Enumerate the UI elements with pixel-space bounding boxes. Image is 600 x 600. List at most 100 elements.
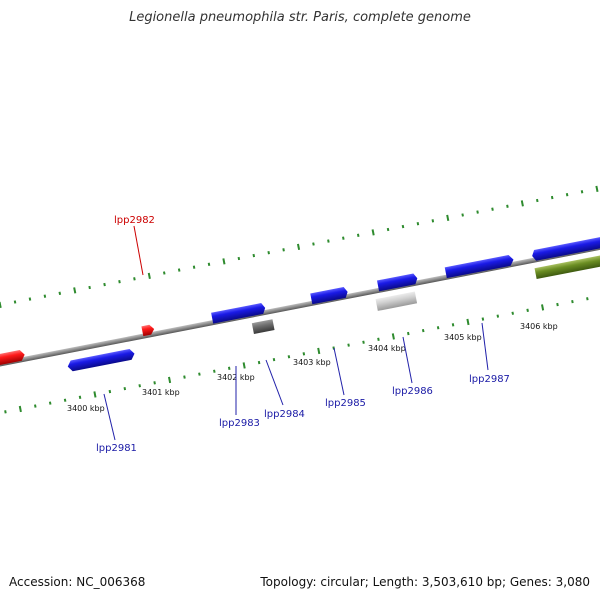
reverse-tick — [496, 314, 500, 318]
reverse-tick — [78, 395, 82, 400]
feature-gray-box[interactable] — [251, 319, 275, 334]
leader-lpp2985 — [333, 347, 345, 396]
forward-tick — [431, 219, 435, 223]
reverse-tick — [586, 297, 589, 301]
reverse-tick — [377, 337, 380, 341]
reverse-tick — [63, 398, 67, 402]
reverse-tick — [421, 328, 425, 333]
reverse-tick — [168, 376, 172, 384]
forward-tick — [43, 294, 47, 298]
reverse-tick — [511, 311, 515, 315]
forward-tick — [342, 236, 345, 240]
reverse-tick — [18, 405, 22, 413]
reverse-tick — [213, 369, 216, 373]
forward-tick — [162, 271, 166, 275]
leader-lpp2986 — [402, 336, 413, 384]
leader-lpp2982 — [133, 225, 144, 276]
reverse-tick — [362, 340, 365, 344]
reverse-tick — [198, 372, 201, 376]
forward-tick — [103, 282, 106, 287]
reverse-tick — [272, 357, 276, 362]
map-title: Legionella pneumophila str. Paris, compl… — [129, 10, 471, 25]
forward-tick — [13, 300, 17, 304]
leader-lpp2981 — [103, 393, 116, 441]
kbp-label-3405: 3405 kbp — [444, 333, 482, 342]
gene-name-labels: lpp2981 lpp2982 lpp2983 lpp2984 lpp2985 … — [96, 215, 510, 454]
gene-label-lpp2987[interactable]: lpp2987 — [469, 374, 510, 385]
accession-label: Accession: NC_006368 — [9, 575, 146, 589]
reverse-tick — [123, 386, 127, 391]
gene-label-lpp2982[interactable]: lpp2982 — [114, 215, 155, 226]
genome-backbone — [0, 231, 600, 371]
kbp-label-3400: 3400 kbp — [67, 404, 105, 413]
reverse-tick — [317, 347, 321, 355]
gene-arrow-lpp2982[interactable] — [141, 324, 155, 337]
gene-arrow-red-left[interactable] — [0, 349, 26, 369]
reverse-tick — [436, 326, 440, 330]
genome-summary: Topology: circular; Length: 3,503,610 bp… — [260, 575, 590, 589]
forward-tick — [147, 272, 151, 280]
forward-tick — [58, 291, 62, 295]
forward-tick — [88, 285, 91, 290]
gene-arrow-lpp2985[interactable] — [310, 286, 348, 305]
forward-tick — [177, 268, 181, 272]
kbp-label-3406: 3406 kbp — [520, 322, 558, 331]
reverse-strand-ticks — [4, 297, 589, 414]
gene-label-lpp2986[interactable]: lpp2986 — [392, 386, 433, 397]
gene-arrow-blue-right[interactable] — [531, 232, 600, 261]
forward-tick — [296, 243, 301, 251]
gene-label-lpp2981[interactable]: lpp2981 — [96, 443, 137, 454]
kbp-label-3403: 3403 kbp — [293, 358, 331, 367]
gene-leader-lines — [103, 225, 489, 441]
forward-tick — [356, 233, 360, 237]
forward-tick — [386, 227, 390, 232]
forward-tick — [461, 213, 464, 217]
reverse-tick — [153, 381, 156, 385]
forward-tick — [28, 297, 32, 301]
forward-tick — [237, 256, 241, 261]
forward-tick — [282, 248, 285, 252]
reverse-tick — [34, 404, 37, 408]
reverse-tick — [526, 308, 529, 312]
forward-strand-ticks — [0, 185, 599, 309]
forward-tick — [267, 251, 270, 255]
gene-label-lpp2983[interactable]: lpp2983 — [219, 418, 260, 429]
forward-tick — [222, 258, 226, 265]
forward-tick — [565, 193, 569, 197]
forward-tick — [476, 210, 479, 214]
forward-tick — [520, 200, 524, 207]
forward-tick — [491, 207, 494, 211]
forward-tick — [0, 301, 2, 309]
reverse-tick — [407, 331, 410, 336]
forward-tick — [416, 222, 420, 226]
gene-arrow-lpp2983[interactable] — [211, 305, 251, 324]
gene-arrow-lpp2987[interactable] — [444, 254, 515, 279]
reverse-tick — [347, 343, 350, 347]
reverse-tick — [108, 389, 112, 394]
gene-arrow-lpp2981[interactable] — [67, 348, 136, 372]
reverse-tick — [451, 323, 455, 327]
reverse-tick — [571, 299, 574, 304]
forward-tick — [536, 198, 539, 203]
forward-tick — [401, 224, 405, 229]
reverse-tick — [93, 391, 97, 398]
feature-lightgray-box[interactable] — [375, 291, 418, 311]
forward-tick — [192, 265, 196, 269]
leader-lpp2987 — [481, 322, 489, 371]
forward-tick — [73, 287, 77, 294]
reverse-tick — [183, 375, 186, 379]
gene-arrow-lpp2984[interactable] — [245, 302, 266, 317]
gene-label-lpp2984[interactable]: lpp2984 — [264, 409, 305, 420]
forward-tick — [580, 190, 584, 194]
forward-tick — [252, 253, 256, 258]
gene-arrow-lpp2986[interactable] — [377, 273, 418, 292]
gene-label-lpp2985[interactable]: lpp2985 — [325, 398, 366, 409]
forward-tick — [446, 214, 450, 222]
reverse-tick — [138, 384, 141, 388]
reverse-tick — [227, 366, 231, 371]
feature-olive-box[interactable] — [534, 249, 600, 280]
reverse-tick — [466, 318, 470, 326]
forward-tick — [371, 229, 375, 236]
reverse-tick — [4, 410, 7, 414]
